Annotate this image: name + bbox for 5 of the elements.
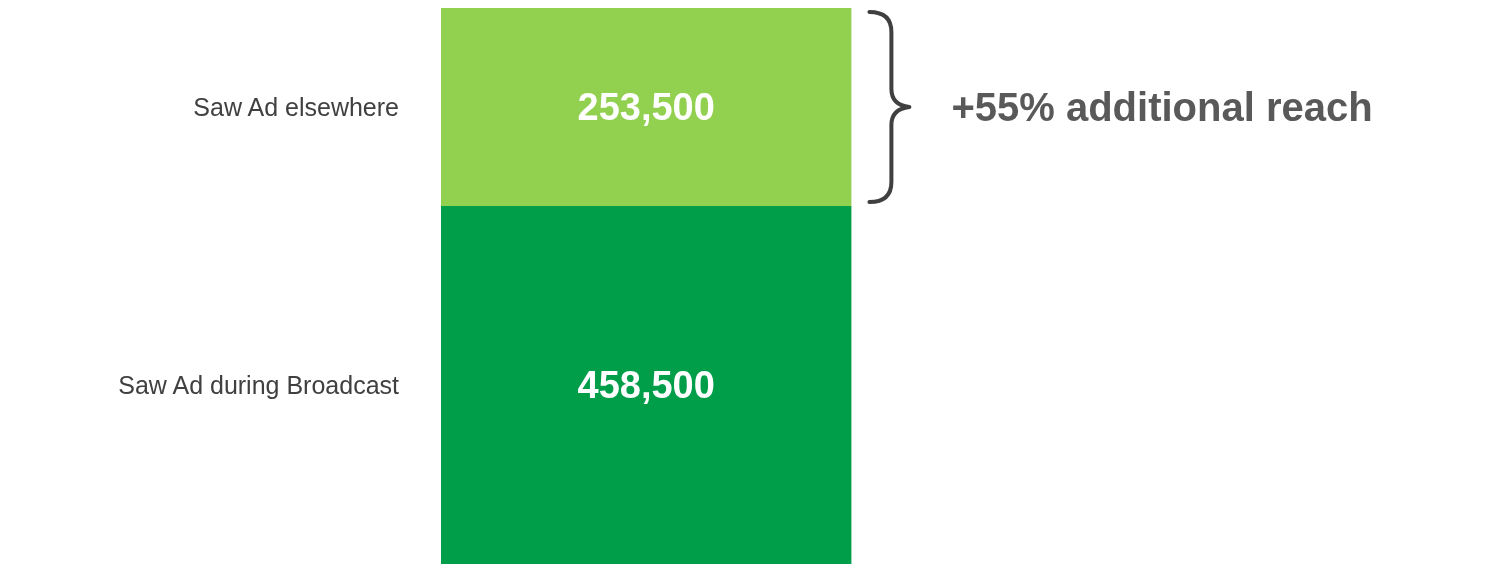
series-label: Saw Ad during Broadcast [118, 370, 400, 399]
series-label: Saw Ad elsewhere [193, 92, 399, 121]
data-label: 458,500 [577, 363, 715, 406]
data-label: 253,500 [577, 85, 715, 128]
text: +55% additional reach [951, 84, 1373, 129]
